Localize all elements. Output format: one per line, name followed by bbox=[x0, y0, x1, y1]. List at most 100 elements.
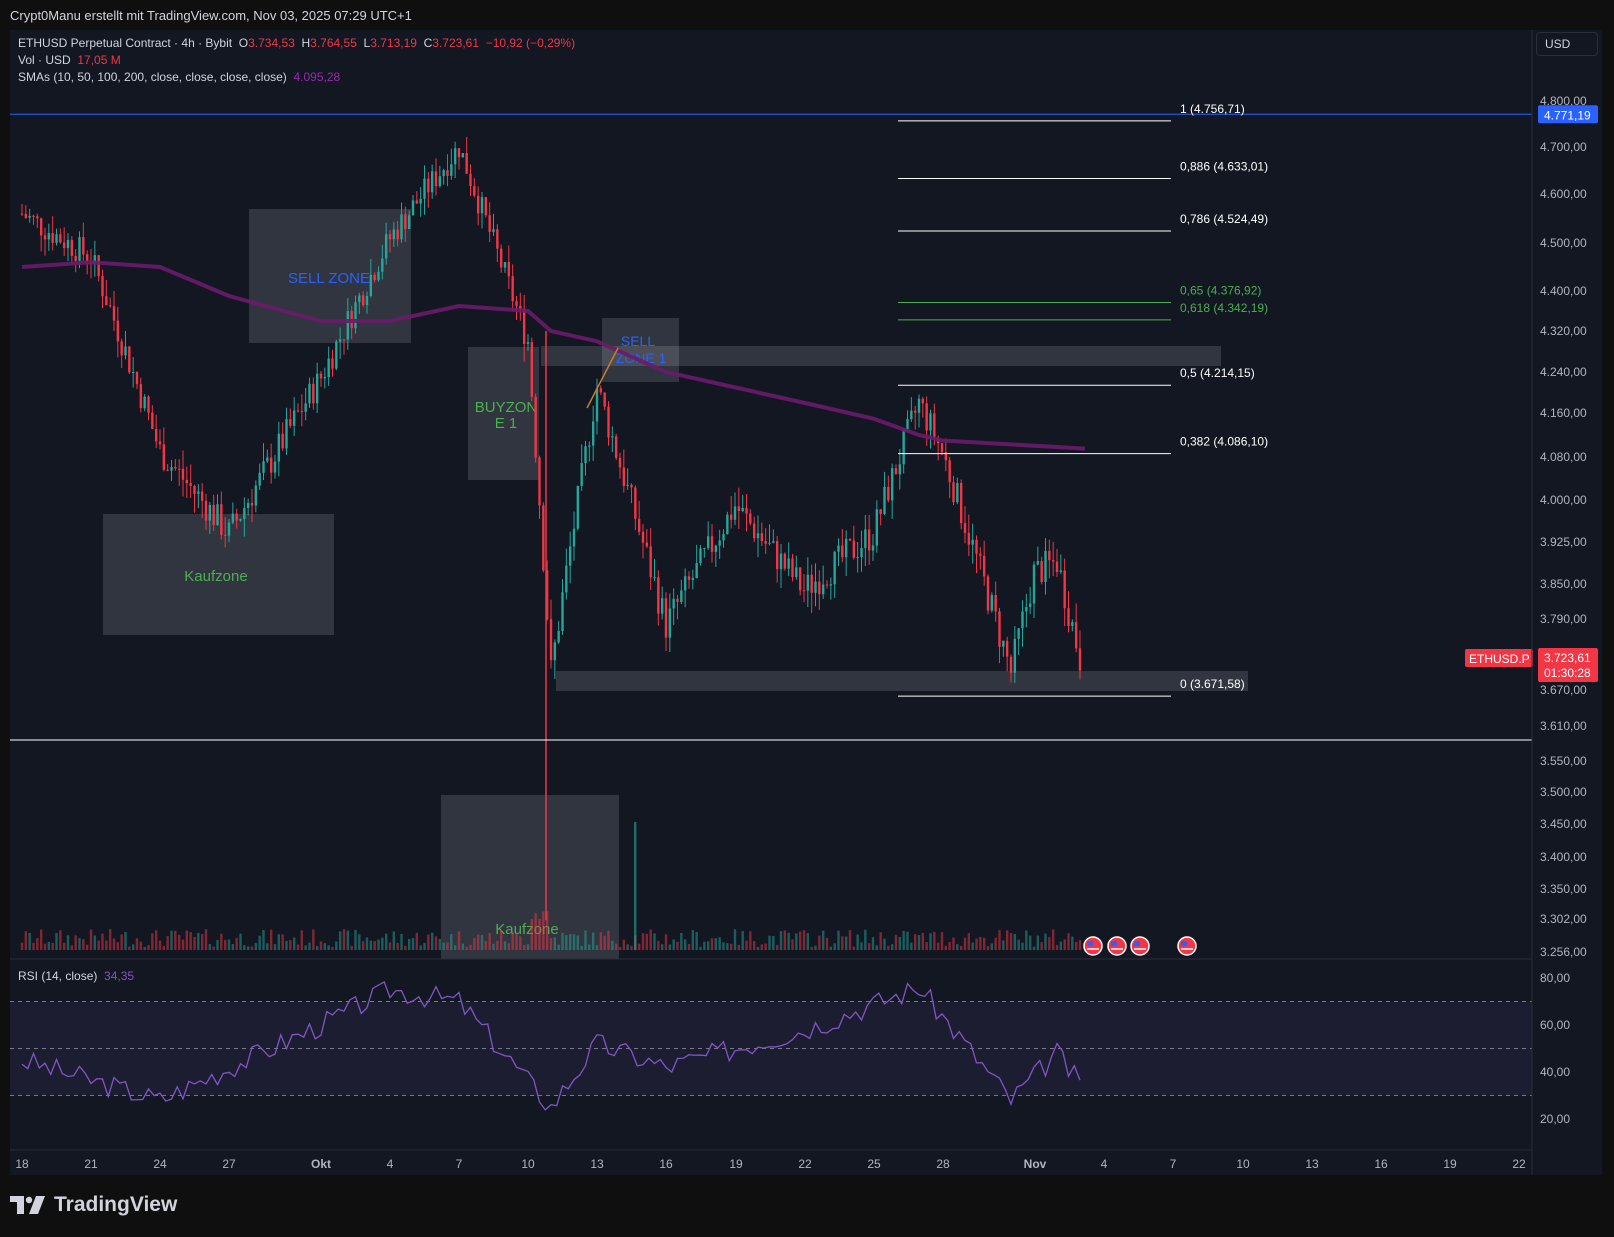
volume-bar bbox=[212, 946, 215, 950]
sma-legend-row[interactable]: SMAs (10, 50, 100, 200, close, close, cl… bbox=[18, 70, 340, 84]
candle-body bbox=[768, 542, 771, 544]
candle-body bbox=[365, 295, 369, 306]
candle-body bbox=[1078, 648, 1082, 671]
symbol-legend-row[interactable]: ETHUSD Perpetual Contract · 4h · Bybit O… bbox=[18, 36, 575, 50]
volume-bar bbox=[39, 929, 43, 950]
candle-body bbox=[154, 429, 158, 442]
candle-body bbox=[611, 436, 614, 438]
close-label: C bbox=[423, 36, 433, 50]
volume-bar bbox=[565, 935, 568, 950]
volume-bar bbox=[963, 937, 967, 950]
volume-bar bbox=[28, 932, 31, 950]
candle-body bbox=[718, 540, 721, 546]
symbol-name[interactable]: ETHUSD Perpetual Contract · 4h · Bybit bbox=[18, 36, 233, 50]
candle-body bbox=[902, 430, 905, 465]
volume-bar bbox=[350, 945, 353, 950]
candle-body bbox=[327, 358, 330, 378]
volume-bar bbox=[158, 940, 162, 950]
volume-bar bbox=[867, 943, 871, 950]
candle-body bbox=[572, 528, 576, 547]
candle-body bbox=[680, 590, 683, 603]
candle-body bbox=[703, 548, 706, 550]
volume-bar bbox=[108, 929, 112, 950]
candle-body bbox=[296, 410, 300, 412]
candle-body bbox=[55, 234, 58, 243]
time-tick-label: 16 bbox=[659, 1157, 673, 1171]
flag-canton bbox=[1181, 941, 1187, 946]
volume-bar bbox=[557, 944, 560, 950]
rsi-legend-row[interactable]: RSI (14, close) 34,35 bbox=[18, 969, 134, 983]
zone-box bbox=[441, 795, 619, 959]
candle-body bbox=[381, 258, 384, 272]
candle-body bbox=[377, 271, 380, 281]
candle-body bbox=[925, 403, 928, 431]
candle-body bbox=[1002, 640, 1005, 647]
candle-body bbox=[791, 558, 794, 577]
volume-bar bbox=[595, 945, 599, 950]
volume-bar bbox=[875, 945, 879, 950]
volume-bar bbox=[434, 936, 438, 950]
candle-body bbox=[982, 555, 986, 577]
symbol-tag-badge bbox=[1465, 649, 1533, 667]
candle-body bbox=[990, 594, 994, 611]
time-tick-label: 21 bbox=[84, 1157, 98, 1171]
candle-body bbox=[1017, 628, 1020, 639]
candle-body bbox=[860, 547, 863, 558]
candle-body bbox=[174, 467, 177, 469]
volume-bar bbox=[634, 822, 637, 950]
volume-bar bbox=[691, 930, 695, 950]
volume-bar bbox=[254, 942, 258, 950]
candle-body bbox=[787, 558, 790, 569]
candle-body bbox=[1055, 561, 1059, 573]
candle-body bbox=[36, 216, 39, 219]
low-value: 3.713,19 bbox=[370, 36, 417, 50]
kaufzone-label: Kaufzone bbox=[495, 921, 558, 938]
volume-bar bbox=[473, 938, 476, 950]
volume-bar bbox=[484, 941, 488, 950]
candle-body bbox=[657, 577, 660, 614]
volume-bar bbox=[768, 935, 771, 950]
candle-body bbox=[388, 234, 392, 240]
candle-body bbox=[419, 198, 422, 204]
candle-body bbox=[496, 229, 499, 249]
volume-bar bbox=[139, 941, 143, 950]
candle-body bbox=[584, 446, 587, 464]
volume-bar bbox=[1040, 942, 1043, 950]
volume-bar bbox=[243, 945, 246, 950]
candle-body bbox=[1032, 564, 1036, 604]
volume-bar bbox=[864, 929, 867, 950]
volume-bar bbox=[331, 946, 334, 950]
candle-body bbox=[1040, 560, 1043, 583]
candle-body bbox=[526, 342, 530, 344]
candle-body bbox=[726, 514, 729, 535]
tradingview-logo[interactable]: TradingView bbox=[10, 1193, 177, 1217]
candle-body bbox=[158, 441, 162, 445]
volume-bar bbox=[538, 918, 541, 950]
volume-bar bbox=[43, 943, 47, 950]
currency-button[interactable]: USD bbox=[1536, 32, 1598, 56]
candle-body bbox=[177, 468, 181, 470]
currency-label: USD bbox=[1545, 37, 1571, 51]
candle-body bbox=[772, 541, 775, 543]
time-tick-label: 7 bbox=[456, 1157, 463, 1171]
volume-bar bbox=[764, 943, 767, 950]
volume-bar bbox=[990, 943, 994, 950]
candle-body bbox=[32, 215, 35, 217]
volume-bar bbox=[756, 946, 760, 950]
volume-bar bbox=[492, 943, 495, 950]
volume-bar bbox=[197, 932, 200, 950]
volume-bar bbox=[181, 939, 185, 950]
volume-bar bbox=[177, 934, 181, 950]
candle-body bbox=[676, 598, 679, 603]
volume-bar bbox=[641, 933, 645, 950]
candle-body bbox=[457, 148, 461, 158]
candle-body bbox=[913, 410, 917, 413]
candle-body bbox=[929, 413, 932, 431]
candle-body bbox=[59, 234, 62, 243]
volume-bar bbox=[346, 930, 350, 950]
countdown-text: 01:30:28 bbox=[1544, 666, 1591, 680]
candle-body bbox=[273, 461, 277, 473]
candle-body bbox=[986, 576, 990, 611]
volume-legend-row[interactable]: Vol · USD 17,05 M bbox=[18, 53, 121, 67]
